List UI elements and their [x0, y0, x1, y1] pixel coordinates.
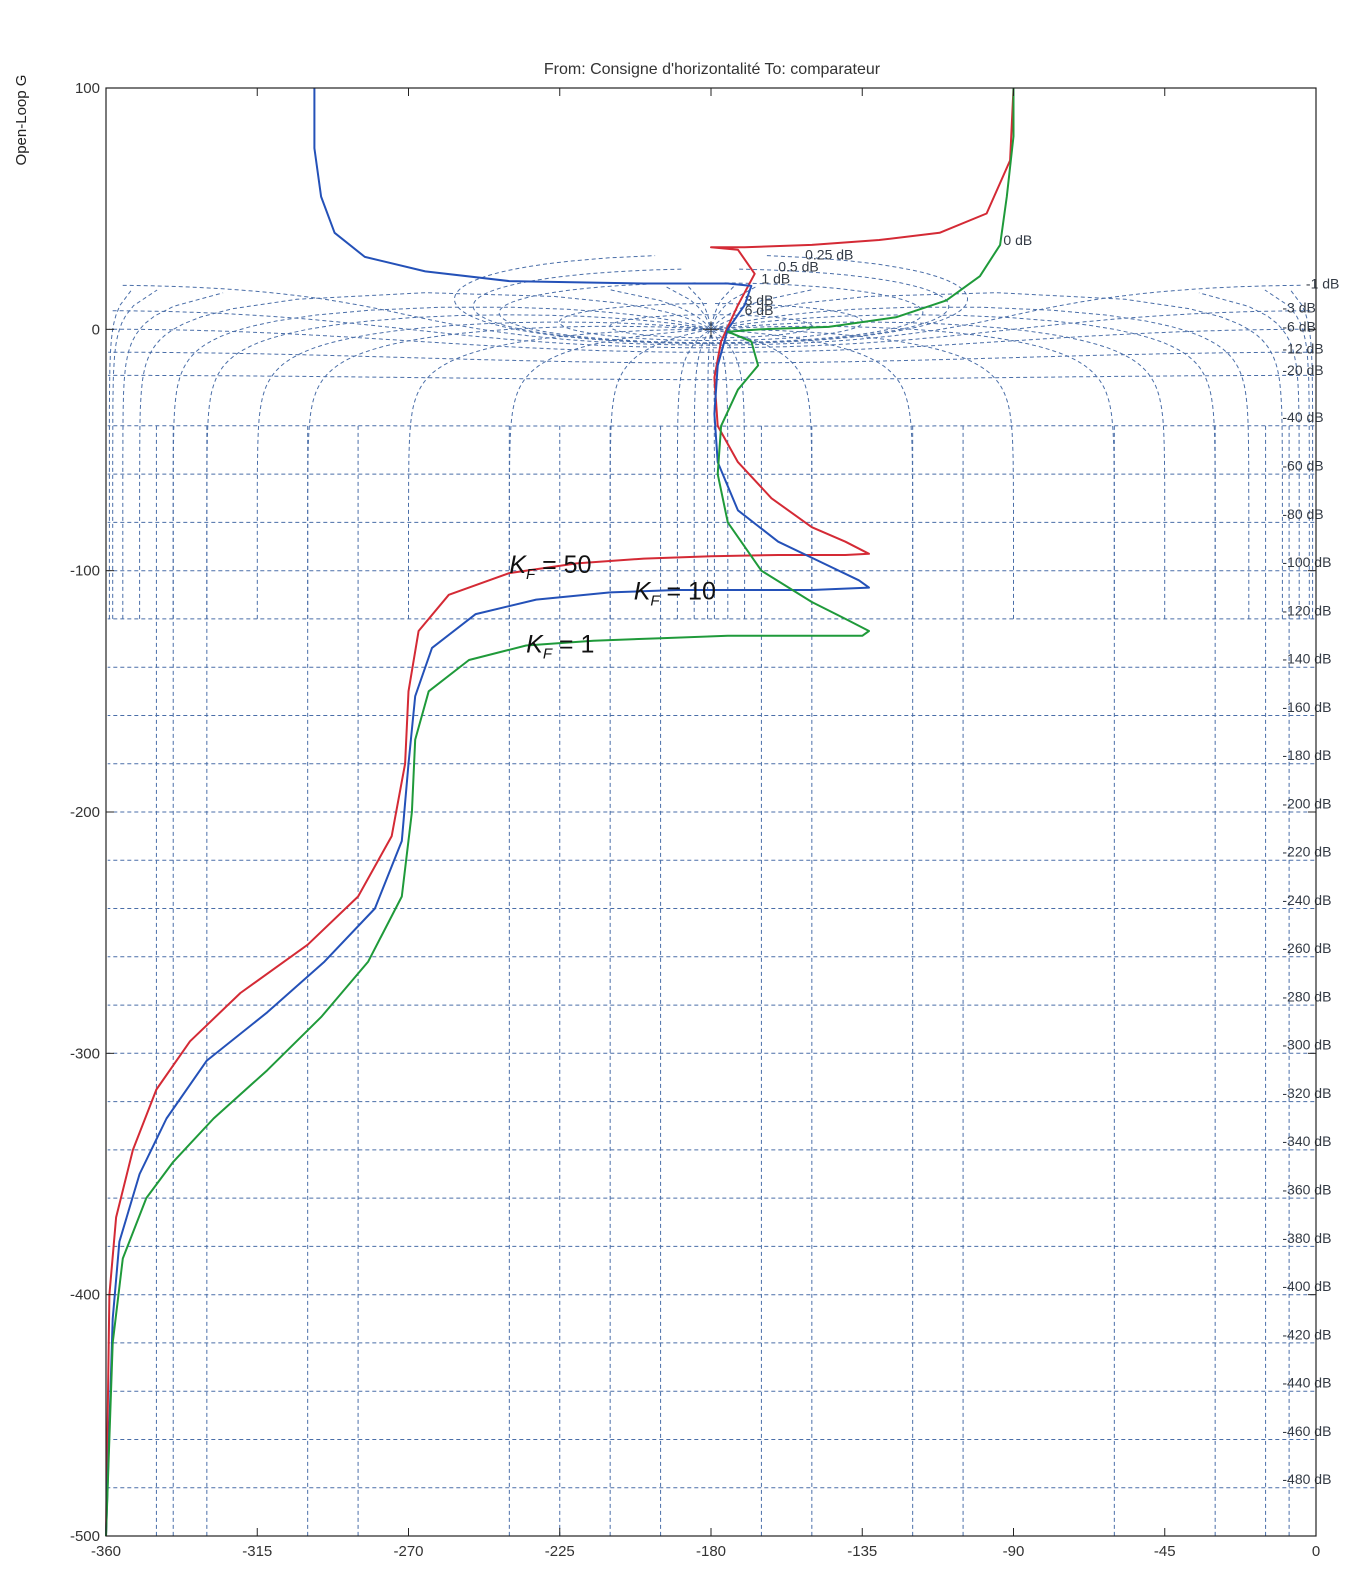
isogain-label: -20 dB — [1282, 362, 1323, 378]
isogain-label: -1 dB — [1306, 275, 1339, 291]
isogain-label: -40 dB — [1282, 409, 1323, 425]
x-tick-label: 0 — [1312, 1543, 1320, 1560]
isogain-label: -320 dB — [1282, 1085, 1331, 1101]
isogain-label: -420 dB — [1282, 1326, 1331, 1342]
isogain-label: -160 dB — [1282, 699, 1331, 715]
isophase-curve — [122, 289, 712, 619]
isogain-label: -260 dB — [1282, 940, 1331, 956]
isogain-label: -200 dB — [1282, 795, 1331, 811]
y-tick-label: -500 — [70, 1528, 100, 1545]
isophase-curve — [710, 306, 1250, 619]
x-tick-label: -270 — [393, 1543, 423, 1560]
y-tick-label: -300 — [70, 1045, 100, 1062]
isophase-curve — [710, 328, 729, 619]
isogain-label: 3 dB — [745, 292, 774, 308]
isogain-label: 6 dB — [745, 302, 774, 318]
series-labels: KF = 50 KF = 10 KF = 1 — [509, 551, 716, 663]
isophase-curve — [139, 292, 712, 619]
series-line-kf50 — [105, 87, 1015, 1537]
isogain-label: -80 dB — [1282, 506, 1323, 522]
isogain-label: -280 dB — [1282, 988, 1331, 1004]
isogain-label: -12 dB — [1282, 340, 1323, 356]
isogain-label: -60 dB — [1282, 458, 1323, 474]
isogain-label: -440 dB — [1282, 1375, 1331, 1391]
isogain-label: -3 dB — [1282, 299, 1315, 315]
isophase-curve — [693, 328, 712, 619]
isophase-curve — [676, 328, 712, 619]
isogain-curve — [472, 268, 950, 344]
y-tick-label: -200 — [70, 804, 100, 821]
isogain-label: 1 dB — [761, 270, 790, 286]
isophase-curve — [710, 328, 813, 619]
isophase-curve — [710, 289, 1300, 619]
isogain-label: -460 dB — [1282, 1423, 1331, 1439]
isogain-label: 0.5 dB — [778, 258, 818, 274]
isophase-curve — [710, 292, 1283, 619]
series-label: KF = 10 — [634, 578, 716, 610]
x-tick-label: -45 — [1154, 1543, 1176, 1560]
y-tick-label: 0 — [92, 321, 100, 338]
isogain-label: -400 dB — [1282, 1278, 1331, 1294]
isogain-label: -6 dB — [1282, 319, 1315, 335]
y-tick-label: -400 — [70, 1287, 100, 1304]
isogain-label: 0.25 dB — [805, 246, 853, 262]
isogain-label: -240 dB — [1282, 892, 1331, 908]
isogain-curve — [107, 374, 1315, 381]
isogain-label: -100 dB — [1282, 554, 1331, 570]
x-tick-label: -180 — [696, 1543, 726, 1560]
chart-title: From: Consigne d'horizontalité To: compa… — [544, 61, 881, 78]
series-label: KF = 50 — [509, 551, 591, 583]
isophase-curve — [707, 329, 712, 619]
isogain-labels: 0 dB 0.25 dB0.5 dB1 dB -1 dB 3 dB -3 dB 6 dB -… — [745, 232, 1340, 1487]
y-axis-label: Open-Loop G — [13, 75, 30, 166]
series-lines — [105, 87, 1015, 1537]
isophase-curve — [710, 328, 746, 619]
y-tick-label: 100 — [75, 80, 100, 97]
x-tick-label: -225 — [545, 1543, 575, 1560]
isogain-curve — [111, 310, 1311, 349]
isophase-curve — [172, 306, 712, 619]
isogain-label: -220 dB — [1282, 844, 1331, 860]
series-line-kf10 — [105, 88, 870, 1537]
isogain-curve — [108, 351, 1314, 364]
isogain-label: -340 dB — [1282, 1133, 1331, 1149]
isogain-label: 0 dB — [1003, 232, 1032, 248]
isogain-label: -480 dB — [1282, 1471, 1331, 1487]
nichols-grid — [107, 255, 1315, 1536]
x-tick-label: -90 — [1003, 1543, 1025, 1560]
axis-ticks: -360 -315 -270 -225 -180 -135 -90 -45 0 -500 -400 -… — [70, 80, 1320, 1560]
isogain-label: -120 dB — [1282, 602, 1331, 618]
isogain-label: -140 dB — [1282, 651, 1331, 667]
y-tick-label: -100 — [70, 563, 100, 580]
isogain-label: -380 dB — [1282, 1230, 1331, 1246]
isogain-label: -300 dB — [1282, 1037, 1331, 1053]
isophase-curve — [711, 328, 1014, 619]
x-tick-label: -315 — [242, 1543, 272, 1560]
series-line-kf1 — [105, 88, 1015, 1537]
isogain-curve — [498, 282, 924, 344]
x-tick-label: -360 — [91, 1543, 121, 1560]
isophase-curve — [408, 328, 711, 619]
series-label: KF = 1 — [526, 631, 594, 663]
isogain-label: -180 dB — [1282, 747, 1331, 763]
isogain-label: -360 dB — [1282, 1182, 1331, 1198]
x-tick-label: -135 — [847, 1543, 877, 1560]
isophase-curve — [609, 328, 712, 619]
